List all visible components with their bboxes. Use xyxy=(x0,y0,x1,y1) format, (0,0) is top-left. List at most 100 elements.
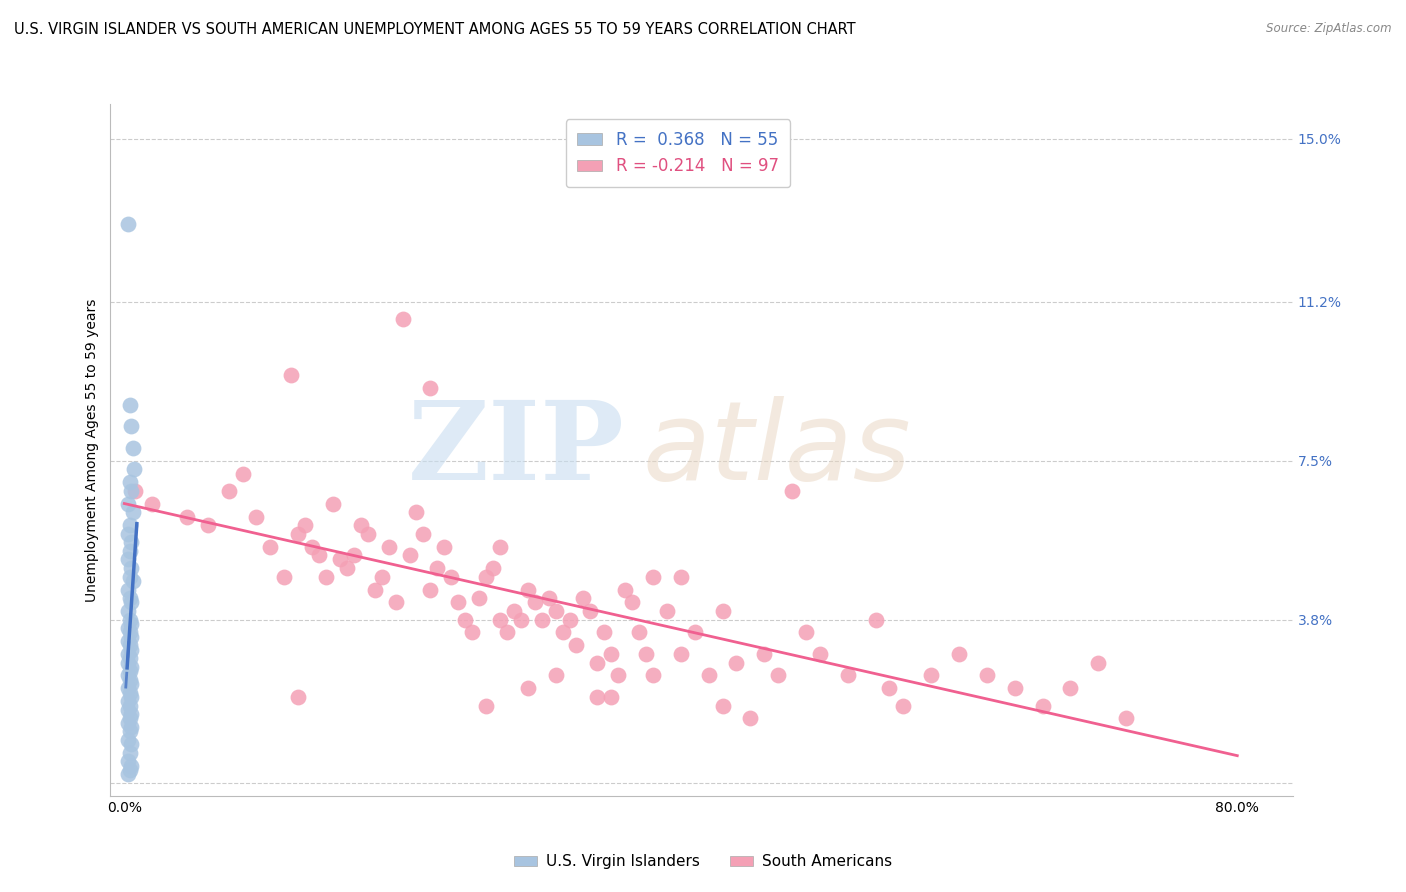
Point xyxy=(120,737,142,751)
Point xyxy=(197,518,219,533)
Point xyxy=(118,711,141,725)
Point xyxy=(121,441,143,455)
Point xyxy=(1004,681,1026,696)
Point xyxy=(118,651,141,665)
Point xyxy=(118,673,141,687)
Point xyxy=(537,591,560,606)
Point xyxy=(565,639,588,653)
Point xyxy=(176,509,198,524)
Point xyxy=(364,582,387,597)
Point xyxy=(357,526,380,541)
Point xyxy=(530,613,553,627)
Point xyxy=(808,647,831,661)
Point xyxy=(118,613,141,627)
Point xyxy=(433,540,456,554)
Point xyxy=(245,509,267,524)
Point xyxy=(482,561,505,575)
Point xyxy=(120,642,142,657)
Point xyxy=(118,724,141,739)
Point xyxy=(683,625,706,640)
Point xyxy=(509,613,531,627)
Point xyxy=(120,595,142,609)
Point xyxy=(697,668,720,682)
Point xyxy=(259,540,281,554)
Point xyxy=(336,561,359,575)
Point xyxy=(124,483,146,498)
Point xyxy=(118,639,141,653)
Point xyxy=(117,497,139,511)
Point xyxy=(117,656,139,670)
Point xyxy=(121,574,143,588)
Point xyxy=(120,535,142,549)
Point xyxy=(502,604,524,618)
Legend: R =  0.368   N = 55, R = -0.214   N = 97: R = 0.368 N = 55, R = -0.214 N = 97 xyxy=(565,120,790,187)
Point xyxy=(398,548,420,562)
Point xyxy=(391,312,413,326)
Point xyxy=(516,582,538,597)
Point xyxy=(117,681,139,696)
Point xyxy=(544,604,567,618)
Point xyxy=(865,613,887,627)
Point xyxy=(218,483,240,498)
Point xyxy=(120,677,142,691)
Point xyxy=(118,398,141,412)
Point xyxy=(1115,711,1137,725)
Point xyxy=(628,625,651,640)
Point xyxy=(315,569,337,583)
Point xyxy=(634,647,657,661)
Point xyxy=(475,569,498,583)
Point xyxy=(447,595,470,609)
Point xyxy=(419,381,441,395)
Point xyxy=(118,569,141,583)
Point xyxy=(120,561,142,575)
Point xyxy=(118,518,141,533)
Point xyxy=(280,368,302,382)
Point xyxy=(1087,656,1109,670)
Point xyxy=(117,526,139,541)
Point xyxy=(232,467,254,481)
Point xyxy=(572,591,595,606)
Legend: U.S. Virgin Islanders, South Americans: U.S. Virgin Islanders, South Americans xyxy=(508,848,898,875)
Point xyxy=(118,664,141,678)
Point xyxy=(405,505,427,519)
Point xyxy=(117,703,139,717)
Point xyxy=(343,548,366,562)
Point xyxy=(308,548,330,562)
Point xyxy=(117,715,139,730)
Point xyxy=(948,647,970,661)
Point xyxy=(976,668,998,682)
Point xyxy=(120,660,142,674)
Point xyxy=(118,475,141,490)
Point xyxy=(837,668,859,682)
Point xyxy=(118,544,141,558)
Point xyxy=(117,582,139,597)
Point xyxy=(322,497,344,511)
Point xyxy=(475,698,498,713)
Point xyxy=(544,668,567,682)
Point xyxy=(117,732,139,747)
Point xyxy=(600,690,623,704)
Point xyxy=(516,681,538,696)
Point xyxy=(117,647,139,661)
Point xyxy=(780,483,803,498)
Point xyxy=(426,561,449,575)
Point xyxy=(117,604,139,618)
Point xyxy=(120,707,142,722)
Text: Source: ZipAtlas.com: Source: ZipAtlas.com xyxy=(1267,22,1392,36)
Point xyxy=(920,668,942,682)
Point xyxy=(141,497,163,511)
Point xyxy=(294,518,316,533)
Point xyxy=(384,595,406,609)
Point xyxy=(120,419,142,434)
Text: ZIP: ZIP xyxy=(408,396,624,503)
Point xyxy=(120,758,142,772)
Point xyxy=(121,505,143,519)
Point xyxy=(551,625,574,640)
Point xyxy=(118,763,141,777)
Point xyxy=(614,582,637,597)
Point xyxy=(120,690,142,704)
Point xyxy=(118,746,141,760)
Point xyxy=(412,526,434,541)
Point xyxy=(120,483,142,498)
Text: U.S. VIRGIN ISLANDER VS SOUTH AMERICAN UNEMPLOYMENT AMONG AGES 55 TO 59 YEARS CO: U.S. VIRGIN ISLANDER VS SOUTH AMERICAN U… xyxy=(14,22,856,37)
